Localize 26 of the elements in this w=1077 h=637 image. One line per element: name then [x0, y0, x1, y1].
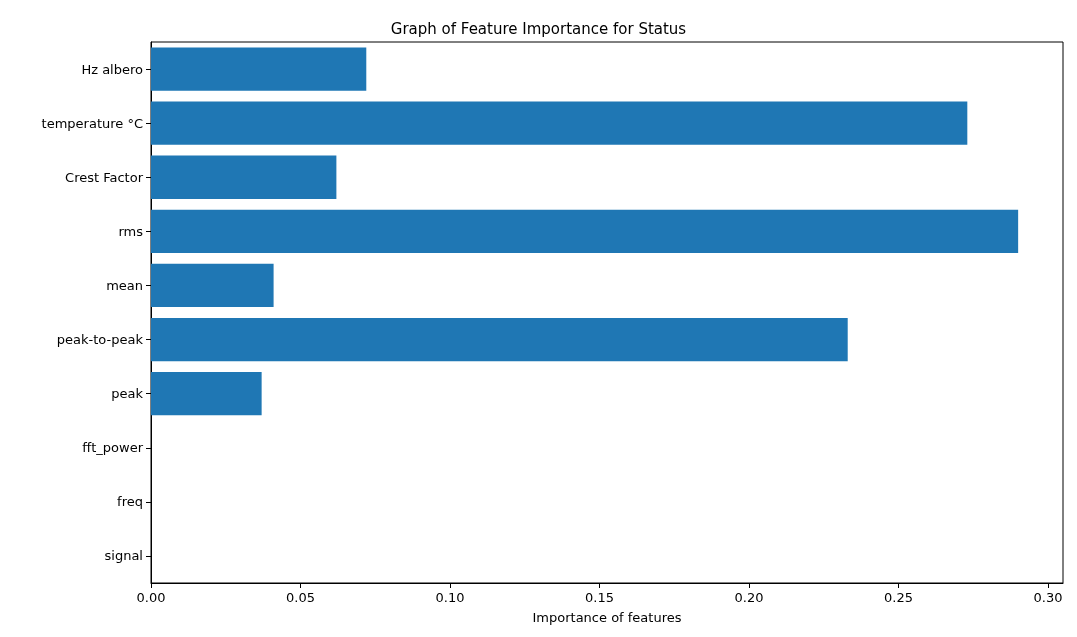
y-tick-label: peak: [111, 386, 144, 402]
y-tick-label: freq: [117, 494, 143, 510]
bar: [151, 47, 367, 91]
bar: [151, 209, 1019, 253]
x-axis-title: Importance of features: [532, 610, 682, 625]
y-tick-label: Hz albero: [81, 61, 144, 77]
x-tick-label: 0.25: [884, 590, 914, 605]
x-tick-label: 0.10: [435, 590, 465, 605]
y-tick-label: temperature °C: [41, 115, 143, 131]
x-tick-label: 0.05: [286, 590, 315, 605]
x-tick-label: 0.15: [585, 590, 614, 605]
bar: [151, 101, 968, 145]
bar: [151, 263, 274, 308]
y-tick-label: mean: [106, 277, 143, 293]
x-tick-label: 0.00: [136, 590, 166, 605]
bar: [151, 155, 337, 199]
y-tick-label: peak-to-peak: [56, 332, 144, 348]
y-tick-label: rms: [118, 223, 144, 239]
y-tick-label: fft_power: [82, 440, 144, 456]
y-tick-label: Crest Factor: [65, 169, 144, 185]
y-tick-label: signal: [104, 548, 143, 564]
chart-title: Graph of Feature Importance for Status: [390, 19, 687, 38]
x-tick-label: 0.30: [1033, 590, 1063, 605]
bar: [151, 317, 848, 362]
x-tick-label: 0.20: [734, 590, 764, 605]
bar: [151, 372, 262, 416]
